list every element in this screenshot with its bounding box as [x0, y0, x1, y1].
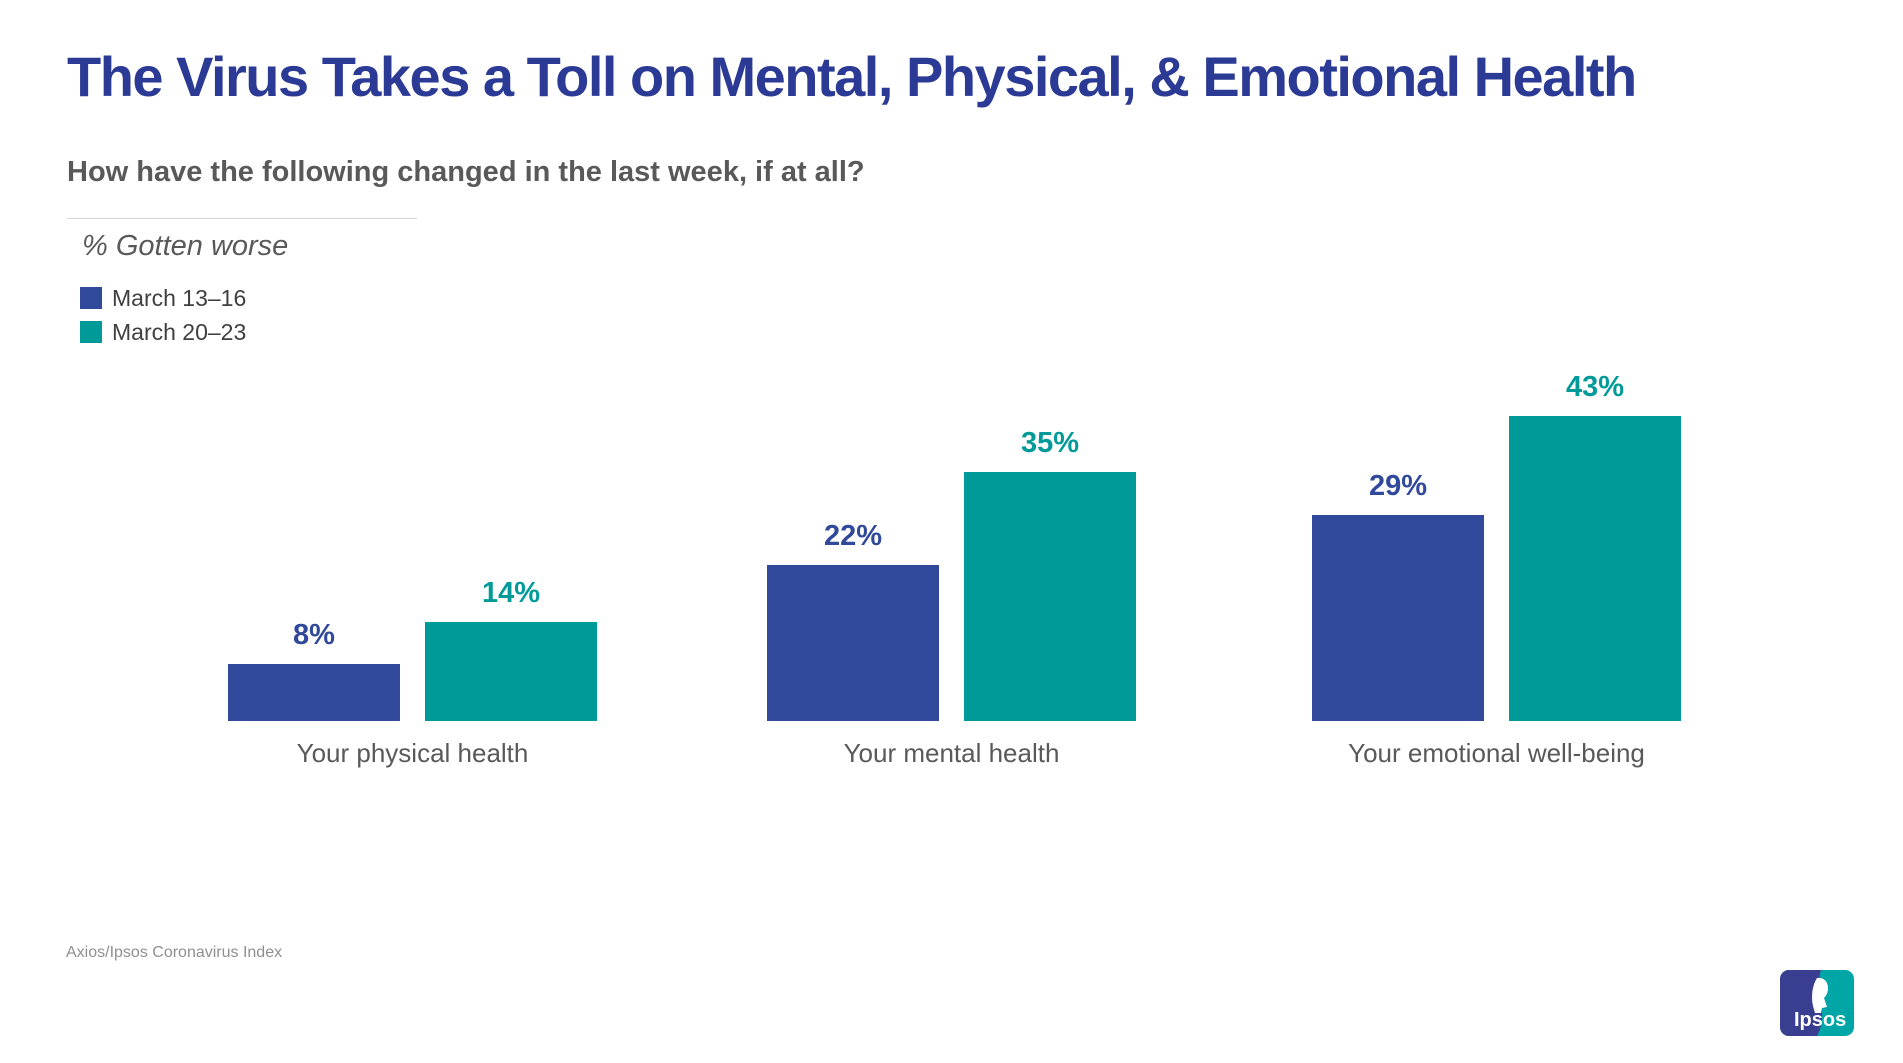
bar-march-20-23 — [425, 622, 597, 721]
legend-item-march-20-23: March 20–23 — [80, 318, 246, 346]
ipsos-logo-image: Ipsos — [1780, 970, 1854, 1036]
bar-group: 22% 35% Your mental health — [767, 0, 1136, 1063]
legend: March 13–16 March 20–23 — [80, 284, 246, 352]
bar-march-13-16 — [1312, 515, 1484, 721]
legend-swatch-march-13-16-icon — [80, 287, 102, 309]
ipsos-logo: Ipsos — [1780, 970, 1854, 1036]
page-title: The Virus Takes a Toll on Mental, Physic… — [67, 45, 1637, 108]
ipsos-head-silhouette-icon — [1812, 977, 1828, 1013]
category-label: Your emotional well-being — [1348, 738, 1645, 768]
category-label: Your mental health — [843, 738, 1060, 768]
bar-value-label: 8% — [293, 619, 335, 651]
legend-swatch-march-20-23-icon — [80, 321, 102, 343]
bar-group: 8% 14% Your physical health — [228, 0, 597, 1063]
bar-value-label: 35% — [1020, 427, 1080, 459]
legend-label: March 20–23 — [112, 318, 247, 345]
bar-value-label: 29% — [1368, 470, 1428, 502]
bar-march-20-23 — [1509, 416, 1681, 721]
unit-label: % Gotten worse — [82, 230, 289, 262]
legend-item-march-13-16: March 13–16 — [80, 284, 246, 312]
bar-march-13-16 — [228, 664, 400, 721]
bar-value-label: 14% — [481, 577, 541, 609]
ipsos-logo-text: Ipsos — [1794, 1009, 1846, 1031]
bar-march-20-23 — [964, 472, 1136, 721]
divider-line — [67, 218, 417, 219]
source-note: Axios/Ipsos Coronavirus Index — [66, 944, 283, 961]
chart-question-subtitle: How have the following changed in the la… — [67, 156, 865, 188]
bar-value-label: 43% — [1565, 371, 1625, 403]
legend-label: March 13–16 — [112, 284, 247, 311]
category-label: Your physical health — [296, 738, 529, 768]
bar-group: 29% 43% Your emotional well-being — [1312, 0, 1681, 1063]
bar-march-13-16 — [767, 565, 939, 721]
bar-value-label: 22% — [823, 520, 883, 552]
